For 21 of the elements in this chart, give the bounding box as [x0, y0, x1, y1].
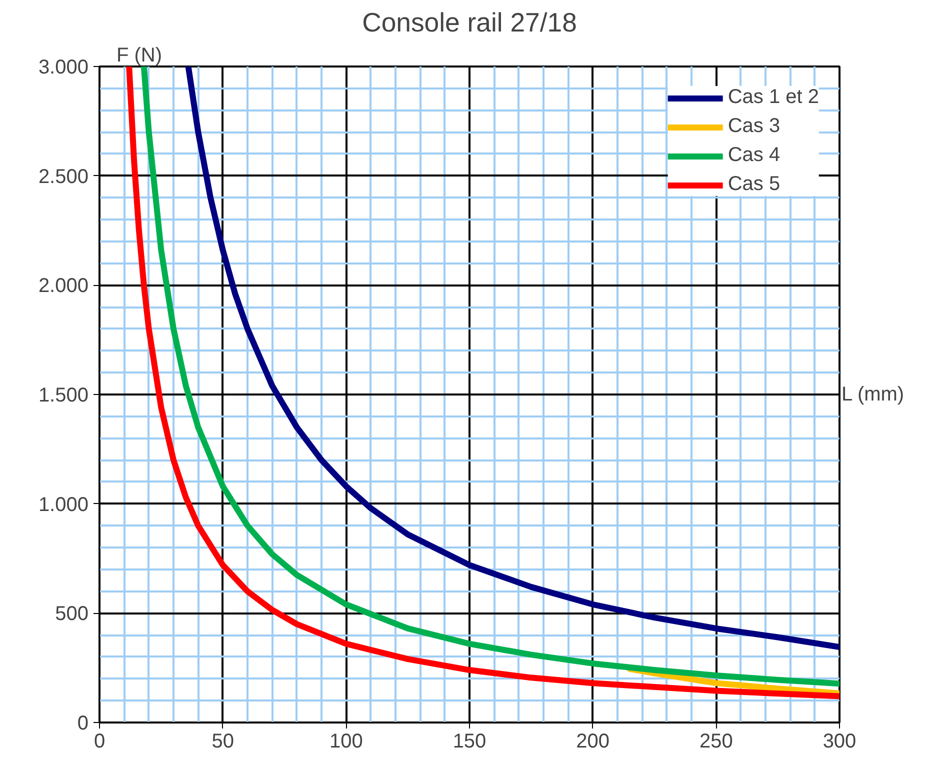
y-tick-label: 1.500	[38, 384, 89, 406]
legend-label: Cas 1 et 2	[728, 86, 819, 109]
x-tick-label: 0	[94, 730, 106, 752]
x-tick-label: 150	[452, 730, 486, 752]
x-tick-label: 100	[329, 730, 363, 752]
y-axis-title: F (N)	[116, 44, 162, 66]
legend-label: Cas 4	[728, 144, 780, 167]
x-tick-label: 200	[576, 730, 610, 752]
y-tick-label: 3.000	[38, 56, 89, 78]
y-tick-label: 0	[77, 712, 88, 734]
y-tick-label: 2.500	[38, 166, 89, 188]
y-tick-label: 1.000	[38, 494, 89, 516]
x-tick-label: 50	[212, 730, 234, 752]
legend-label: Cas 5	[728, 173, 780, 196]
y-tick-label: 500	[55, 603, 89, 626]
x-tick-label: 250	[699, 730, 733, 752]
x-axis-title: L (mm)	[842, 384, 904, 406]
legend-label: Cas 3	[728, 115, 780, 138]
chart-title: Console rail 27/18	[362, 8, 577, 38]
x-tick-label: 300	[822, 730, 856, 752]
y-tick-label: 2.000	[38, 275, 89, 298]
